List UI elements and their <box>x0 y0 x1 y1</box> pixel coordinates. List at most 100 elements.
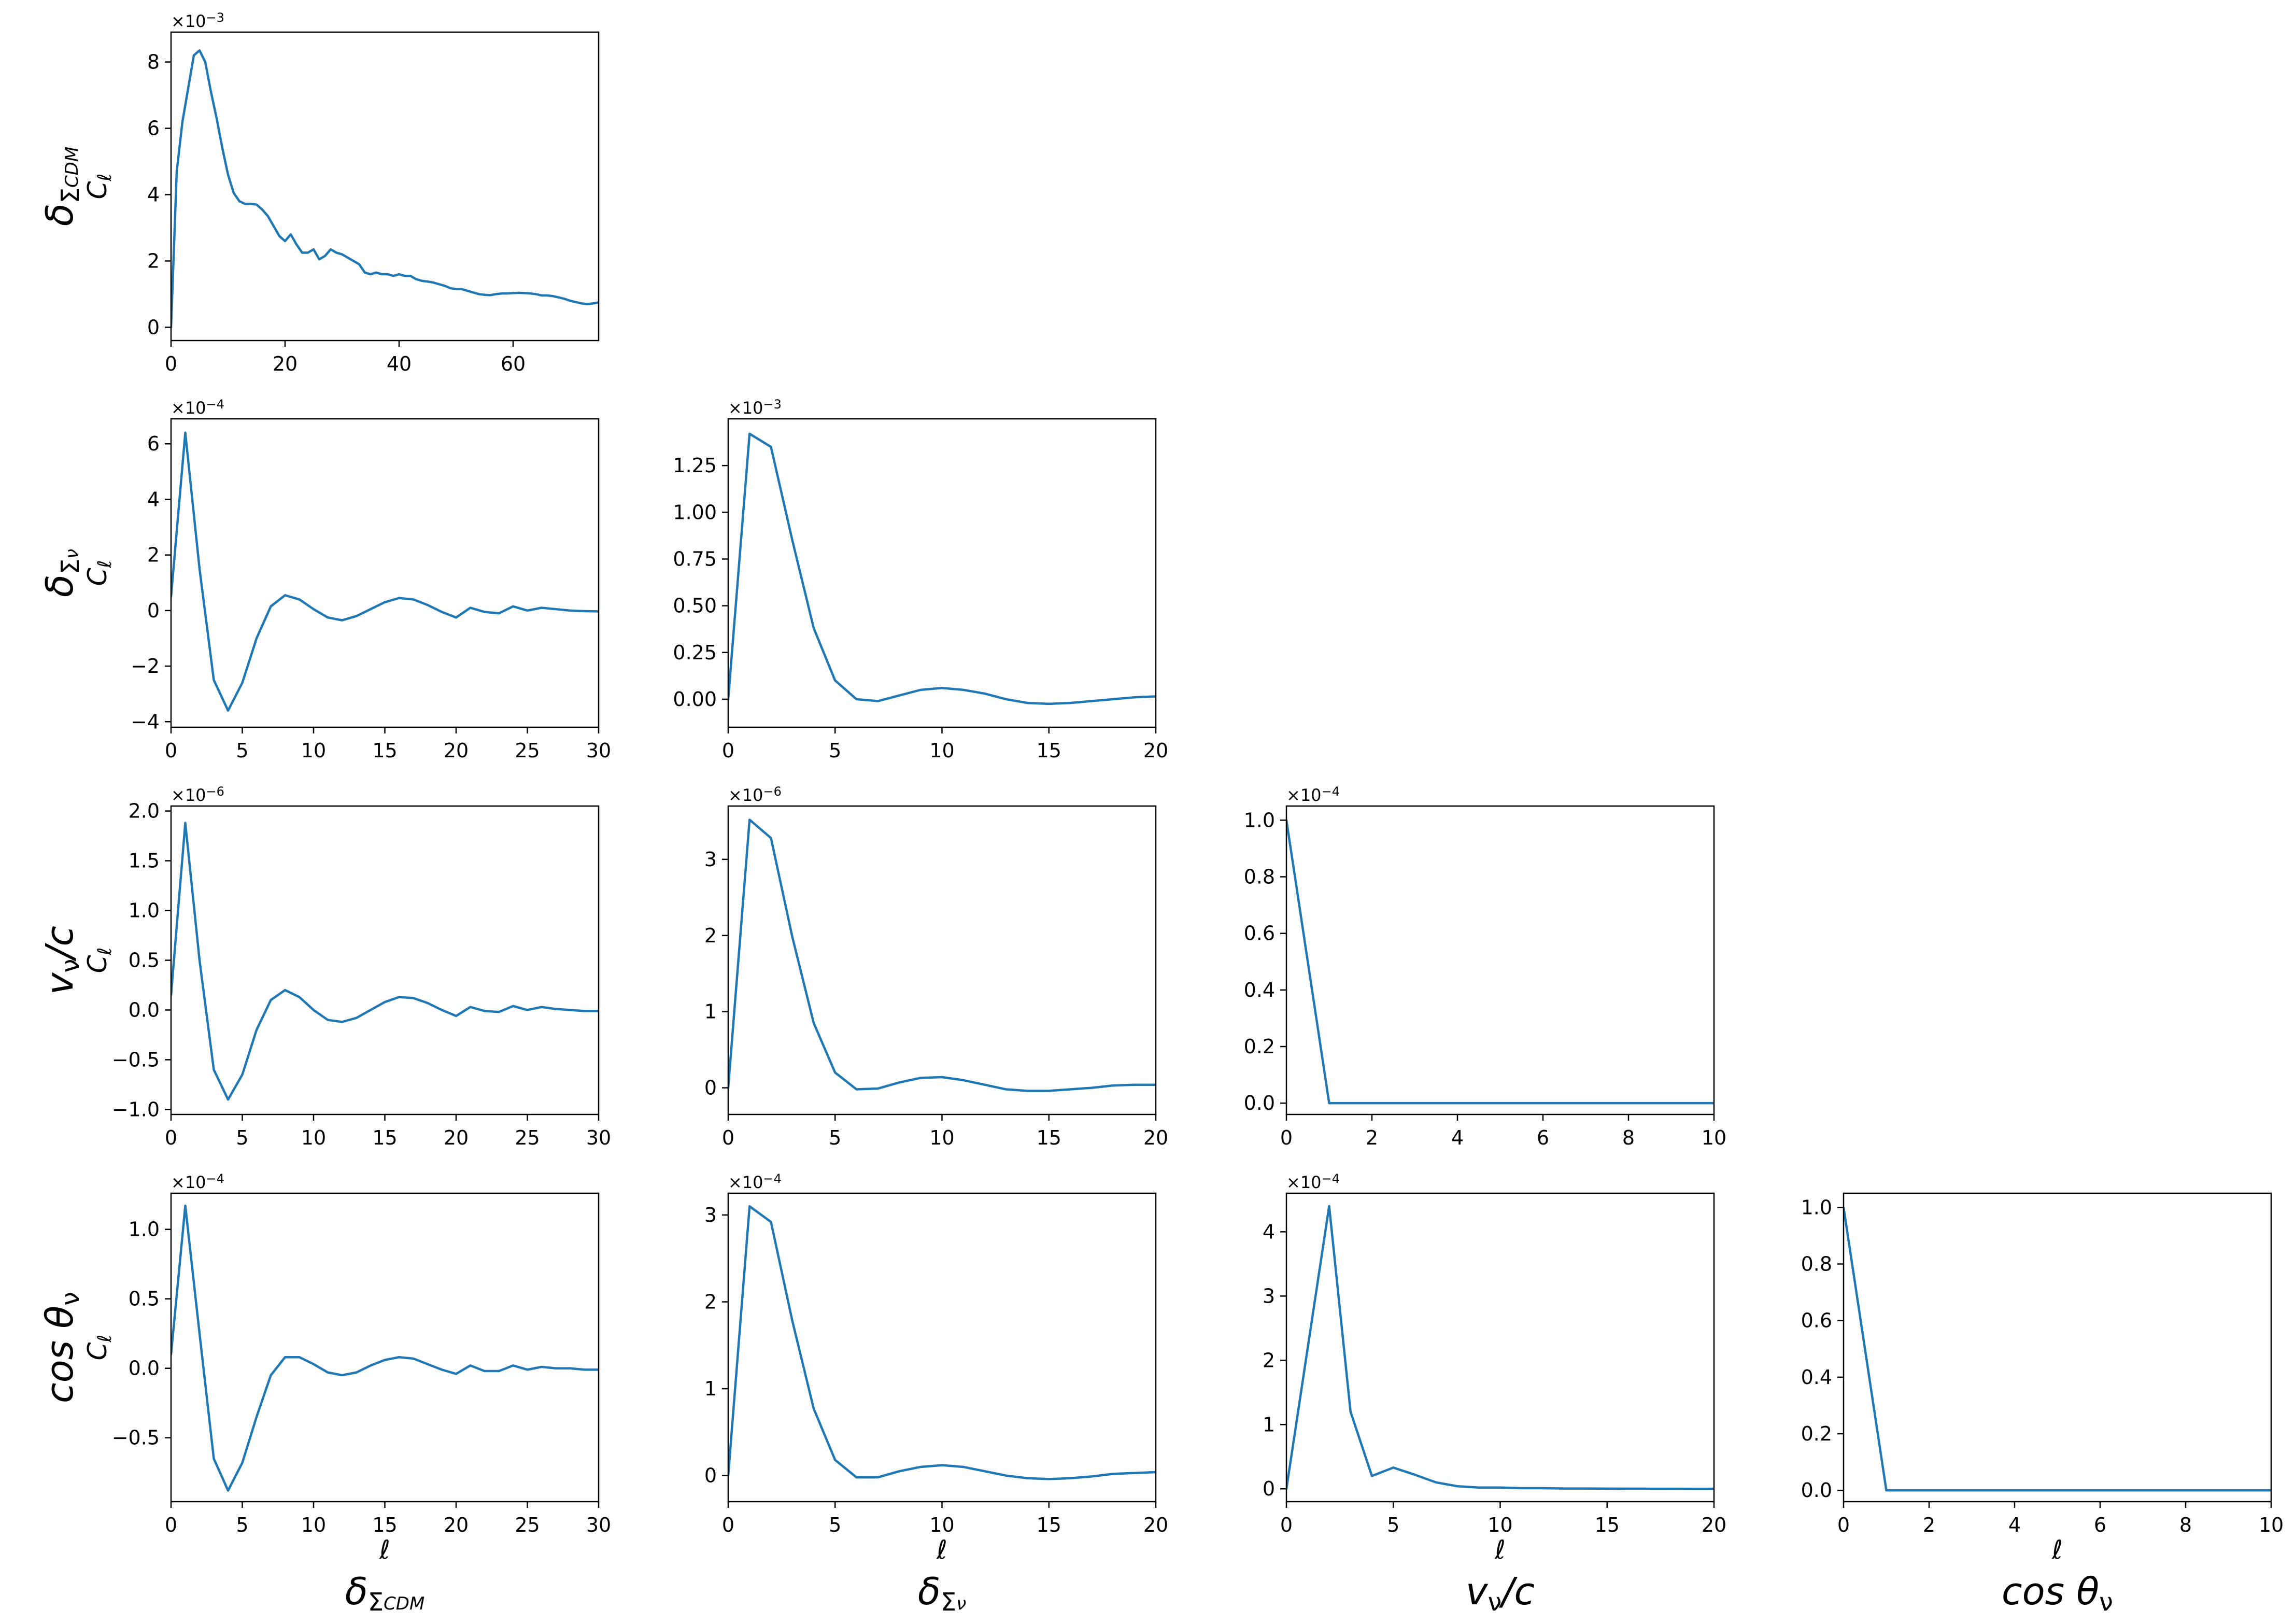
y-tick-label: 0.75 <box>673 547 717 570</box>
x-tick-label: 10 <box>929 1514 954 1536</box>
y-tick-label: 6 <box>147 432 160 455</box>
column-label-3: cos θν <box>2002 1570 2113 1617</box>
x-tick-label: 0 <box>1837 1514 1850 1536</box>
x-axis-label: ℓ <box>1494 1535 1506 1565</box>
y-tick-label: 1 <box>1263 1413 1275 1436</box>
axes-frame <box>1843 1192 2272 1503</box>
x-tick-label: 5 <box>1387 1514 1399 1536</box>
y-tick-label: 4 <box>147 488 160 511</box>
x-tick-label: 5 <box>829 1514 841 1536</box>
y-tick-label: 0.0 <box>129 998 160 1021</box>
x-tick-label: 15 <box>372 1126 397 1149</box>
axes-frame <box>1285 805 1715 1115</box>
y-tick-label: 4 <box>1263 1220 1275 1243</box>
y-tick-label: 2 <box>704 924 717 947</box>
x-axis-label: ℓ <box>2051 1535 2063 1565</box>
x-tick-label: 5 <box>829 739 841 762</box>
series-line <box>171 49 599 329</box>
x-tick-label: 0 <box>165 739 177 762</box>
x-tick-label: 10 <box>301 1514 326 1536</box>
row-label-3: cos θν <box>38 1292 85 1403</box>
series-line <box>1844 1206 2271 1492</box>
y-axis-label-subscript: ℓ <box>94 948 116 956</box>
x-tick-label: 15 <box>1037 1514 1061 1536</box>
y-tick-label: 3 <box>704 848 717 871</box>
x-tick-label: 20 <box>444 1514 469 1536</box>
offset-multiplier: ×10−3 <box>728 397 782 418</box>
x-tick-label: 6 <box>1537 1126 1549 1149</box>
y-tick-label: −0.5 <box>112 1427 160 1449</box>
panel-r2-c0: 0 5 10 15 20 25 30 −1.0 −0.5 0.0 0.5 1.0 1.5 2.0 ×10−6… <box>82 784 611 1149</box>
x-axis-label: ℓ <box>936 1535 947 1565</box>
y-tick-label: 2.0 <box>129 800 160 823</box>
x-tick-label: 0 <box>1280 1514 1293 1536</box>
x-tick-label: 20 <box>444 1126 469 1149</box>
y-tick-label: 1 <box>704 1000 717 1023</box>
y-tick-label: 0.0 <box>129 1357 160 1380</box>
x-tick-label: 25 <box>515 1126 540 1149</box>
axes-frame <box>170 805 600 1115</box>
x-tick-label: 20 <box>1143 1514 1168 1536</box>
x-tick-label: 30 <box>586 739 611 762</box>
x-tick-label: 10 <box>2259 1514 2284 1536</box>
series-line <box>1286 819 1714 1105</box>
offset-multiplier: ×10−4 <box>728 1171 782 1192</box>
x-tick-label: 25 <box>515 1514 540 1536</box>
panel-r2-c2: 0 2 4 6 8 10 0.0 0.2 0.4 0.6 0.8 1.0 ×10−4 <box>1244 784 1727 1149</box>
column-label-0: δΣCDM <box>345 1570 425 1617</box>
y-tick-label: 8 <box>147 51 160 74</box>
offset-multiplier: ×10−4 <box>171 1171 224 1192</box>
y-tick-label: 0 <box>704 1464 717 1487</box>
offset-multiplier: ×10−3 <box>171 10 224 31</box>
x-tick-label: 20 <box>1702 1514 1726 1536</box>
x-tick-label: 10 <box>301 1126 326 1149</box>
offset-multiplier: ×10−6 <box>728 784 782 805</box>
series-line <box>728 432 1156 705</box>
y-tick-label: 0.2 <box>1801 1422 1832 1445</box>
x-tick-label: 20 <box>1143 1126 1168 1149</box>
panel-r1-c0: 0 5 10 15 20 25 30 −4 −2 0 2 4 6 ×10−4 Cℓ <box>82 397 611 762</box>
series-line <box>1286 1205 1714 1490</box>
y-tick-label: 0.8 <box>1244 865 1275 888</box>
y-tick-label: 1.00 <box>673 501 717 524</box>
panel-r3-c1: 0 5 10 15 20 0 1 2 3 ×10−4 ℓ <box>704 1171 1168 1565</box>
y-tick-label: 0 <box>1263 1477 1275 1500</box>
axes-frame <box>727 418 1157 728</box>
y-tick-label: 3 <box>704 1204 717 1226</box>
y-tick-label: 0.2 <box>1244 1035 1275 1058</box>
y-axis-label: Cℓ <box>82 174 116 200</box>
y-tick-label: 6 <box>147 117 160 140</box>
panel-r2-c1: 0 5 10 15 20 0 1 2 3 ×10−6 <box>704 784 1168 1149</box>
y-tick-label: 0.25 <box>673 641 717 664</box>
y-tick-label: 1.0 <box>129 1218 160 1241</box>
y-tick-label: 1.0 <box>129 899 160 922</box>
y-tick-label: 0.00 <box>673 688 717 711</box>
offset-multiplier: ×10−4 <box>1286 1171 1340 1192</box>
axes-frame <box>1285 1192 1715 1503</box>
y-tick-label: 1.0 <box>1801 1196 1832 1219</box>
row-label-0: δΣCDM <box>38 147 85 227</box>
y-tick-label: 0.4 <box>1801 1366 1832 1389</box>
x-tick-label: 15 <box>1037 739 1061 762</box>
y-axis-label-subscript: ℓ <box>94 1335 116 1343</box>
x-tick-label: 2 <box>1923 1514 1935 1536</box>
x-tick-label: 0 <box>722 739 734 762</box>
x-tick-label: 20 <box>444 739 469 762</box>
x-tick-label: 0 <box>1280 1126 1293 1149</box>
y-tick-label: 1 <box>704 1377 717 1400</box>
offset-multiplier: ×10−4 <box>1286 784 1340 805</box>
x-axis-label: ℓ <box>379 1535 390 1565</box>
y-tick-label: 0.6 <box>1244 922 1275 945</box>
y-tick-label: 2 <box>1263 1349 1275 1372</box>
x-tick-label: 40 <box>387 352 412 375</box>
axes-frame <box>170 1192 600 1503</box>
y-tick-label: 1.25 <box>673 454 717 477</box>
x-tick-label: 20 <box>1143 739 1168 762</box>
x-tick-label: 10 <box>1702 1126 1726 1149</box>
x-tick-label: 5 <box>236 1126 248 1149</box>
y-tick-label: 0 <box>704 1077 717 1099</box>
y-axis-label: Cℓ <box>82 948 116 973</box>
y-tick-label: −1.0 <box>112 1098 160 1121</box>
y-tick-label: 2 <box>147 249 160 272</box>
